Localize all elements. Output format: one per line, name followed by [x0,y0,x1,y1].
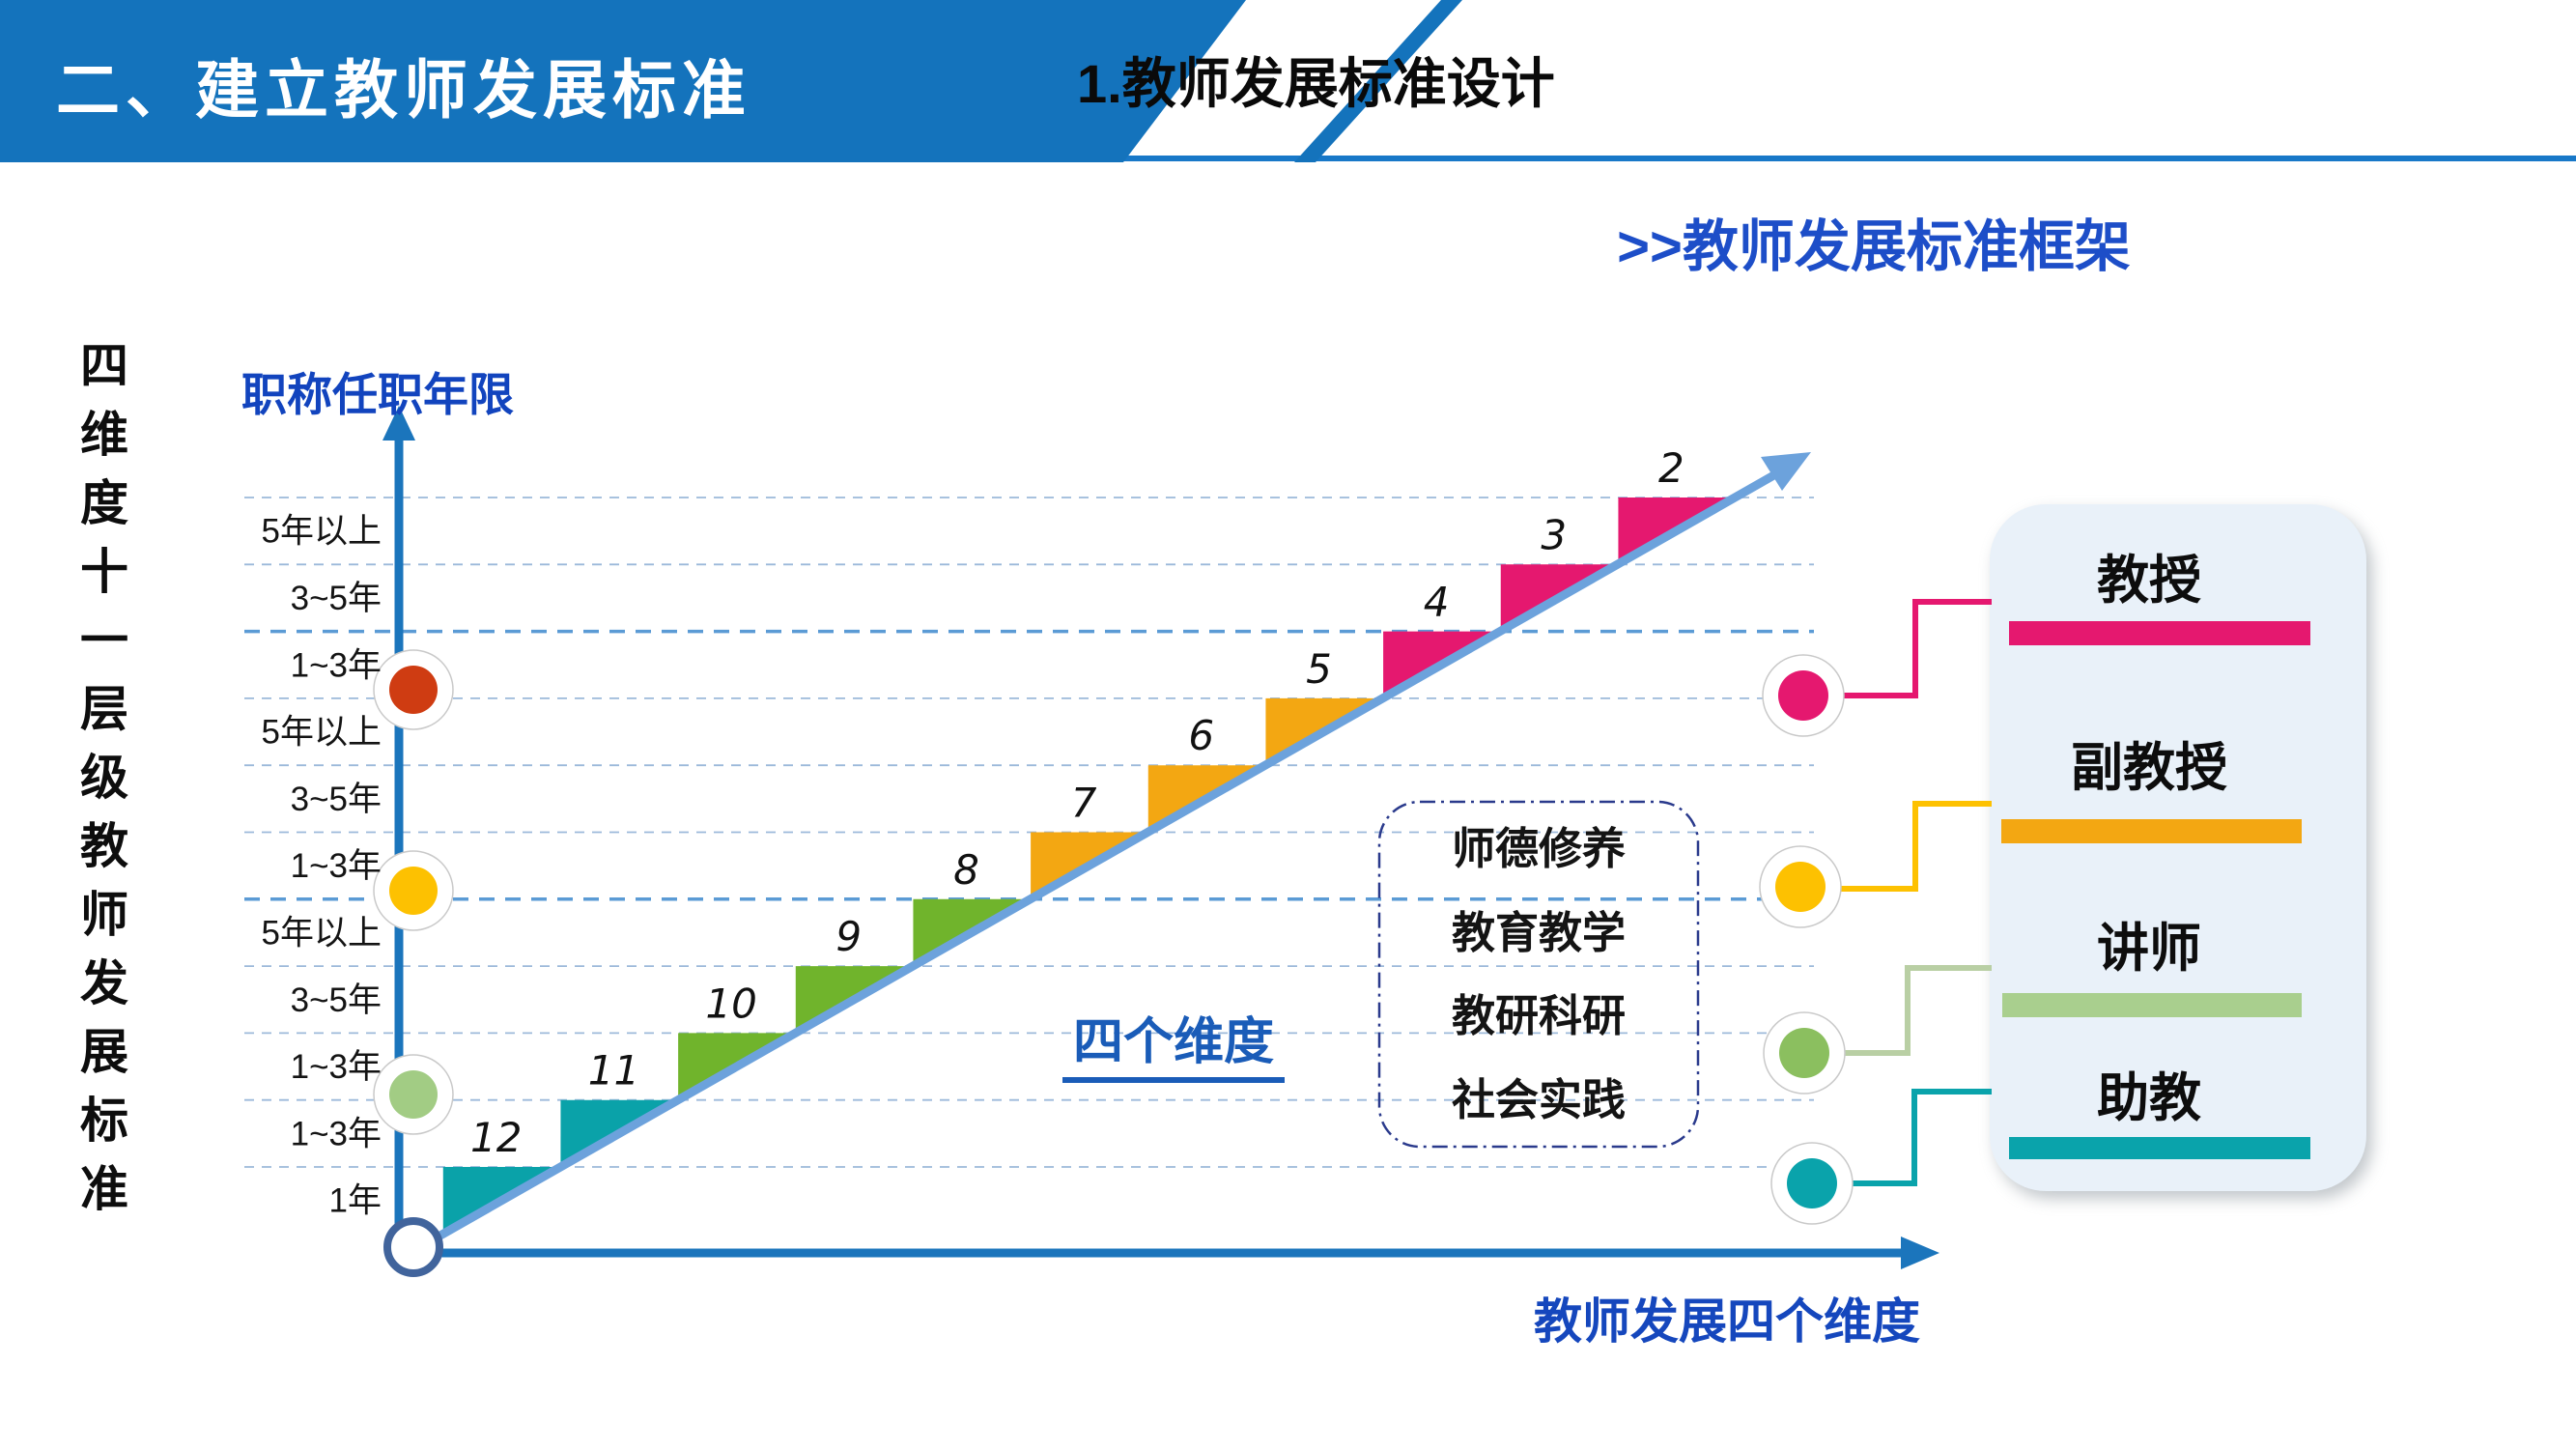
four-dimensions-label: 四个维度 [1062,1001,1285,1083]
dimension-item: 社会实践 [1451,1074,1626,1124]
dimension-item: 教育教学 [1451,907,1626,957]
lecturer-connector [1831,965,1992,1056]
axis-dots [373,649,454,1135]
step-number-label: 3 [1541,511,1567,558]
tick-label: 1~3年 [291,1115,382,1152]
professor-boundary-dot [389,666,438,714]
y-axis-arrowhead-icon [382,406,415,441]
rank-label-professor: 教授 [2097,552,2201,610]
section-title: 二、建立教师发展标准 [56,54,751,126]
tick-label: 1~3年 [291,1048,382,1086]
tick-label: 1~3年 [291,847,382,885]
assistant-connector [1839,1089,1992,1186]
step-number-label: 8 [953,846,979,894]
step-number-label: 10 [705,980,756,1027]
tick-label: 5年以上 [262,914,382,952]
x-axis-label: 教师发展四个维度 [1534,1294,1920,1349]
assistant-bar [2009,1137,2310,1159]
x-axis-arrowhead-icon [1901,1237,1939,1269]
tick-label: 3~5年 [291,580,382,617]
associate-connector [1826,801,1992,892]
rank-label-assistant: 助教 [2097,1069,2201,1127]
step-number-label: 11 [588,1047,639,1095]
rank-label-lecturer: 讲师 [2097,920,2201,978]
associate-boundary-dot [389,867,438,915]
dimension-box-border [1377,800,1700,1149]
diagonal-arrowhead-icon [1761,452,1811,491]
tick-label: 1年 [329,1182,382,1220]
page-subtitle: 1.教师发展标准设计 [1077,53,1555,114]
lecturer-dot [1775,862,1826,912]
step-number-label: 9 [835,913,862,960]
rank-panel [1990,504,2366,1191]
rank-label-associate: 副教授 [2071,739,2227,797]
section-banner [0,0,1246,162]
lecturer-bar [2002,993,2302,1017]
step-number-label: 12 [470,1114,522,1161]
step-number-labels-group: 2 3 4 5 6 7 8 9 10 11 12 [470,444,1684,1161]
professor-dot [1778,670,1828,721]
vertical-caption: 四维度十一层级教师发展标准 [73,340,127,1232]
tick-label: 3~5年 [291,981,382,1019]
origin-circle [383,1217,443,1277]
assistant-dot [1787,1158,1837,1208]
dimension-item: 师德修养 [1451,824,1626,873]
diagonal-growth-line [422,469,1780,1248]
tick-label: 5年以上 [262,714,382,752]
lecturer-dot [1779,1028,1829,1078]
step-number-label: 5 [1306,645,1332,693]
step-number-label: 6 [1188,712,1214,759]
dimension-box: 师德修养 教育教学 教研科研 社会实践 [1394,821,1684,1128]
associate-bar [2001,819,2302,843]
right-dots [1759,654,1854,1225]
frame-title: >>教师发展标准框架 [1617,215,2131,278]
step-number-label: 2 [1658,444,1684,492]
tick-label: 3~5年 [291,781,382,818]
professor-connector [1828,599,1992,698]
tick-label: 5年以上 [262,513,382,551]
dimension-item: 教研科研 [1451,991,1626,1041]
lecturer-boundary-dot [389,1070,438,1119]
professor-bar [2009,621,2310,645]
y-axis-title: 职称任职年限 [241,369,514,420]
step-number-label: 7 [1071,780,1097,827]
tick-label: 1~3年 [291,646,382,684]
tick-labels-group: 5年以上 3~5年 1~3年 5年以上 3~5年 1~3年 5年以上 3~5年 1~3年 1~3年… [262,513,382,1220]
header-rule [0,156,2576,161]
step-number-label: 4 [1424,579,1450,626]
